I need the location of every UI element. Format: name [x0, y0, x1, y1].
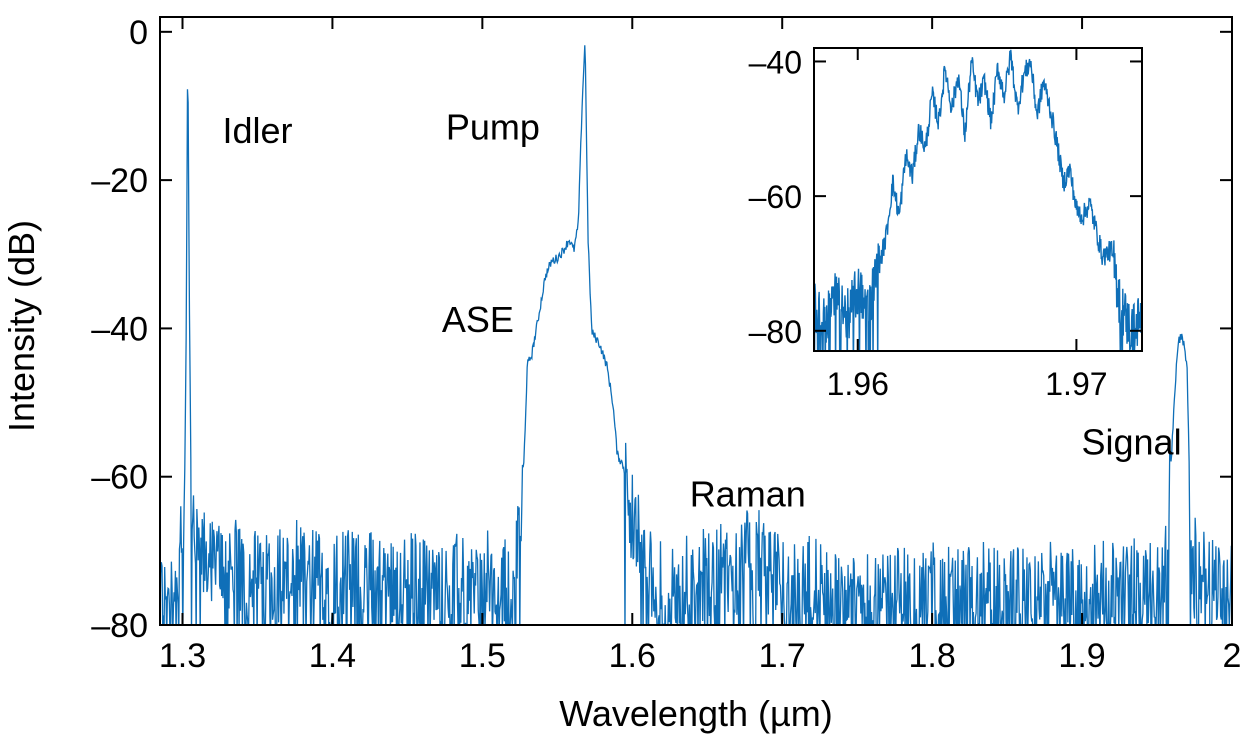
x-axis-label: Wavelength (µm) [559, 693, 832, 734]
x-tick-label: 1.7 [759, 637, 806, 675]
annotation-ase: ASE [442, 299, 514, 340]
main-plot-frame [159, 16, 1233, 626]
annotation-signal: Signal [1082, 421, 1182, 462]
y-tick-label: –80 [91, 607, 148, 645]
x-tick-label: 1.9 [1058, 637, 1105, 675]
x-tick-label: 1.4 [309, 637, 356, 675]
y-tick-label: –20 [91, 162, 148, 200]
x-tick-label: 2 [1223, 637, 1242, 675]
x-tick-label: 1.96 [827, 366, 889, 402]
annotation-pump: Pump [446, 106, 540, 147]
annotation-raman: Raman [690, 473, 806, 514]
y-tick-label: –80 [749, 314, 802, 350]
y-tick-label: 0 [129, 14, 148, 52]
x-tick-label: 1.8 [909, 637, 956, 675]
x-tick-label: 1.5 [459, 637, 506, 675]
annotation-idler: Idler [222, 110, 292, 151]
x-tick-label: 1.3 [159, 637, 206, 675]
y-tick-label: –60 [91, 459, 148, 497]
series-line [160, 45, 1232, 625]
y-axis-label: Intensity (dB) [1, 220, 42, 432]
y-tick-label: –60 [749, 179, 802, 215]
x-tick-label: 1.6 [609, 637, 656, 675]
x-tick-label: 1.97 [1045, 366, 1107, 402]
main-chart: 1.3 1.4 1.5 1.6 1.7 1.8 1.9 2 0 –20 –40 –60 –80 Wave… [1, 14, 1241, 734]
inset-chart: 1.96 1.97 –40 –60 –80 [749, 44, 1143, 402]
y-tick-label: –40 [749, 44, 802, 80]
inset-plot-frame [813, 47, 1143, 352]
y-tick-label: –40 [91, 310, 148, 348]
series-line [814, 49, 1142, 351]
